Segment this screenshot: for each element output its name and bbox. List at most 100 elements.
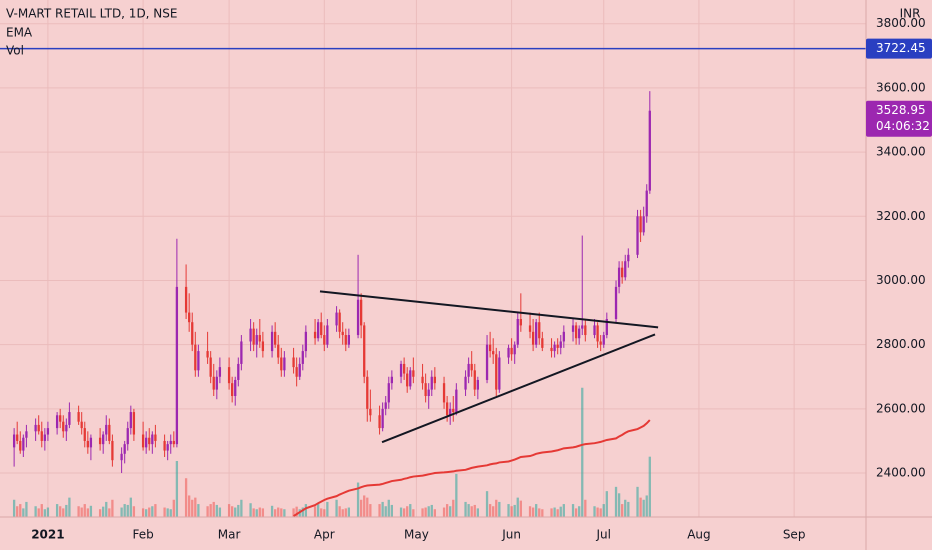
- volume-bar: [59, 506, 62, 517]
- volume-bar: [442, 507, 446, 517]
- y-tick-label: 3200.00: [876, 209, 926, 223]
- volume-bar: [519, 500, 522, 517]
- volume-bar: [320, 508, 323, 517]
- candle-body: [390, 376, 394, 384]
- candle-body: [614, 286, 618, 319]
- volume-bar: [120, 507, 123, 517]
- volume-bar: [292, 508, 295, 517]
- ema-line: [293, 419, 651, 517]
- volume-bar: [55, 504, 59, 517]
- candle-body: [255, 335, 258, 345]
- candle-body: [369, 408, 372, 416]
- volume-bar: [123, 504, 126, 517]
- volume-bar: [409, 504, 412, 517]
- candle-body: [424, 383, 427, 397]
- volume-bar: [188, 495, 191, 517]
- volume-bar: [427, 506, 430, 517]
- volume-bar: [108, 508, 111, 517]
- candle-body: [541, 338, 544, 348]
- candle-body: [316, 322, 320, 339]
- candle-body: [513, 344, 516, 355]
- x-tick-label: Aug: [687, 528, 710, 542]
- candle-body: [166, 444, 169, 451]
- candle-body: [129, 412, 132, 429]
- volume-bar: [624, 499, 627, 517]
- candle-body: [258, 335, 261, 342]
- candle-body: [80, 421, 83, 429]
- volume-bar: [473, 504, 476, 517]
- volume-bar: [645, 495, 648, 517]
- candle-body: [227, 367, 231, 384]
- candle-body: [464, 376, 467, 390]
- volume-bar: [46, 507, 50, 517]
- candle-body: [381, 408, 384, 429]
- candle-body: [212, 376, 215, 390]
- volume-bar: [498, 501, 501, 517]
- candle-body: [553, 344, 556, 352]
- volume-bar: [194, 497, 197, 517]
- volume-bar: [80, 507, 83, 517]
- candle-body: [89, 437, 93, 448]
- candle-body: [574, 325, 578, 339]
- candle-body: [621, 267, 624, 278]
- candle-body: [356, 299, 360, 336]
- volume-bar: [234, 507, 237, 517]
- candle-body: [535, 322, 538, 345]
- volume-bar: [111, 499, 114, 517]
- candle-body: [378, 415, 381, 429]
- volume-bar: [141, 508, 145, 517]
- volume-bar: [209, 504, 212, 517]
- candle-body: [105, 424, 108, 435]
- volume-bar: [218, 507, 222, 517]
- candle-body: [77, 412, 80, 422]
- volume-bar: [445, 504, 449, 517]
- candle-body: [627, 254, 630, 262]
- candle-body: [234, 379, 237, 397]
- candle-body: [197, 351, 200, 371]
- volume-bar: [452, 499, 455, 517]
- volume-bar: [154, 504, 157, 517]
- x-tick-label: Mar: [218, 528, 241, 542]
- trendline: [381, 333, 656, 444]
- candle-body: [449, 408, 452, 416]
- volume-bar: [98, 509, 102, 517]
- volume-bar: [406, 506, 409, 517]
- candle-body: [445, 402, 449, 416]
- candle-body: [283, 357, 286, 371]
- x-tick-label: 2021: [31, 528, 64, 542]
- candle-body: [335, 312, 338, 326]
- volume-bar: [476, 508, 479, 517]
- volume-bar: [280, 508, 283, 517]
- x-tick-label: Sep: [783, 528, 806, 542]
- volume-bar: [175, 460, 179, 517]
- volume-bar: [22, 508, 25, 517]
- price-label: 3722.45: [876, 41, 926, 55]
- candle-body: [519, 318, 522, 326]
- candle-body: [292, 357, 295, 368]
- candle-body: [98, 437, 102, 445]
- volume-bar: [467, 504, 470, 517]
- y-tick-label: 3400.00: [876, 145, 926, 159]
- candle-body: [476, 379, 479, 390]
- candle-body: [427, 389, 430, 397]
- candle-body: [602, 335, 605, 345]
- volume-bar: [166, 508, 169, 517]
- candle-body: [43, 434, 46, 441]
- candle-body: [188, 312, 191, 323]
- volume-bar: [531, 507, 535, 517]
- candle-body: [304, 331, 308, 352]
- volume-bar: [369, 504, 372, 517]
- candle-body: [320, 322, 323, 336]
- candle-body: [406, 373, 409, 387]
- candle-body: [402, 363, 406, 374]
- candle-body: [648, 110, 651, 191]
- candle-body: [485, 344, 489, 380]
- volume-bar: [145, 509, 148, 517]
- volume-bar: [191, 499, 194, 517]
- volume-bar: [148, 507, 151, 517]
- candle-body: [237, 363, 240, 380]
- volume-bar: [19, 504, 22, 517]
- candle-body: [313, 331, 317, 339]
- x-tick-label: Jul: [596, 528, 611, 542]
